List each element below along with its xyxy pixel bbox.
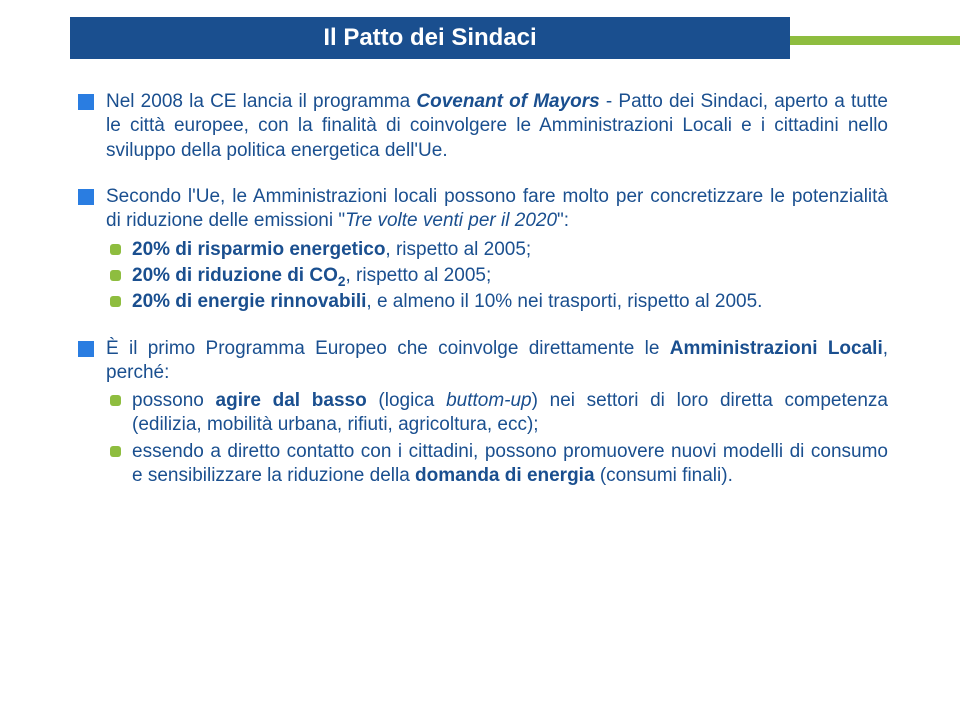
bullet-square-icon — [78, 189, 94, 205]
bullet-dot-icon — [110, 244, 121, 255]
p3-intro-b: Amministrazioni Locali — [670, 338, 883, 359]
p2-sub2: 20% di riduzione di CO2, rispetto al 200… — [106, 264, 888, 288]
p2-sublist: 20% di risparmio energetico, rispetto al… — [106, 238, 888, 315]
p3-sub1-d: buttom-up — [446, 390, 532, 411]
p2-sub3-bold: 20% di energie rinnovabili — [132, 291, 366, 312]
p2-intro-b: ": — [557, 210, 569, 231]
page-title: Il Patto dei Sindaci — [323, 24, 536, 52]
p3-sub1: possono agire dal basso (logica buttom-u… — [106, 389, 888, 438]
p2-sub1-bold: 20% di risparmio energetico — [132, 239, 385, 260]
p2-sub1: 20% di risparmio energetico, rispetto al… — [106, 238, 888, 262]
p2-sub3: 20% di energie rinnovabili, e almeno il … — [106, 290, 888, 314]
bullet-dot-icon — [110, 270, 121, 281]
p2-intro-em: Tre volte venti per il 2020 — [345, 210, 557, 231]
p3-sub2-b: domanda di energia — [415, 465, 600, 486]
p1-text-pre: Nel 2008 la CE lancia il programma — [106, 91, 416, 112]
paragraph-2: Secondo l'Ue, le Amministrazioni locali … — [78, 185, 888, 315]
p2-sub1-rest: , rispetto al 2005; — [385, 239, 531, 260]
p2-sub2-rest: , rispetto al 2005; — [345, 265, 491, 286]
p3-sub2-c: (consumi finali). — [600, 465, 733, 486]
paragraph-1: Nel 2008 la CE lancia il programma Coven… — [78, 90, 888, 163]
p3-sub1-a: possono — [132, 390, 216, 411]
bullet-square-icon — [78, 94, 94, 110]
p3-sub1-c: (logica — [367, 390, 446, 411]
bullet-dot-icon — [110, 446, 121, 457]
p1-em: Covenant of Mayors — [416, 91, 599, 112]
p3-sub1-b: agire dal basso — [216, 390, 367, 411]
bullet-dot-icon — [110, 395, 121, 406]
bullet-dot-icon — [110, 296, 121, 307]
title-band: Il Patto dei Sindaci — [0, 14, 960, 62]
p3-sublist: possono agire dal basso (logica buttom-u… — [106, 389, 888, 488]
p2-sub3-rest: , e almeno il 10% nei trasporti, rispett… — [366, 291, 762, 312]
p3-sub2: essendo a diretto contatto con i cittadi… — [106, 440, 888, 489]
p2-sub2-b1: 20% di riduzione di CO — [132, 265, 338, 286]
bullet-square-icon — [78, 341, 94, 357]
content-area: Nel 2008 la CE lancia il programma Coven… — [78, 90, 888, 510]
paragraph-3: È il primo Programma Europeo che coinvol… — [78, 337, 888, 489]
p3-intro-a: È il primo Programma Europeo che coinvol… — [106, 338, 670, 359]
title-blue-strip: Il Patto dei Sindaci — [70, 17, 790, 59]
title-green-strip — [790, 36, 960, 45]
